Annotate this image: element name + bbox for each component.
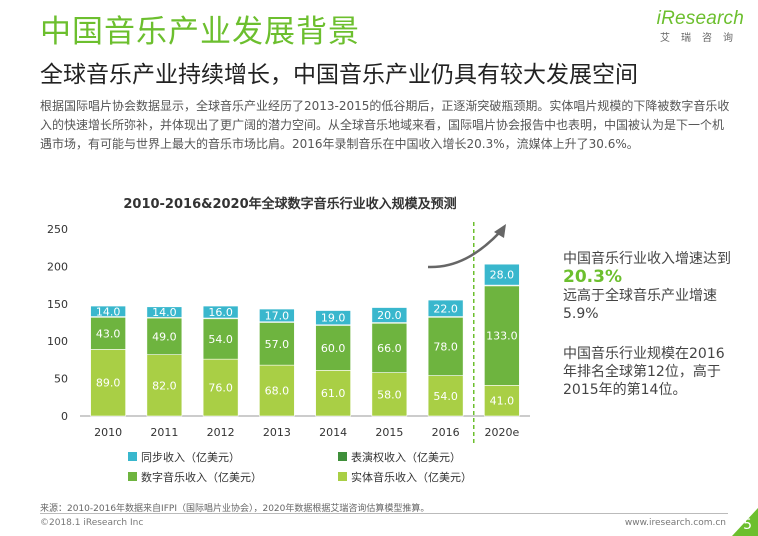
bar-data-label: 66.0 (377, 342, 402, 355)
x-tick-label: 2013 (263, 426, 291, 439)
bar-segment (427, 316, 464, 318)
bar-segment (202, 358, 239, 417)
bar-data-label: 76.0 (208, 382, 233, 395)
bar-data-label: 14.0 (96, 305, 121, 318)
bar-segment (427, 299, 464, 317)
x-tick-label: 2015 (375, 426, 403, 439)
bar-segment (146, 316, 183, 319)
bar-segment (484, 284, 520, 287)
bar-data-label: 58.0 (377, 388, 402, 401)
y-tick-label: 150 (47, 298, 68, 311)
bar-segment (90, 316, 126, 318)
bar-segment (484, 285, 520, 386)
bar-segment (202, 305, 239, 319)
bar-data-label: 133.0 (486, 330, 518, 343)
x-tick-label: 2016 (432, 426, 460, 439)
bar-data-label: 17.0 (265, 309, 290, 322)
bar-data-label: 82.0 (152, 379, 177, 392)
legend-swatch (338, 452, 347, 461)
bar-segment (146, 354, 183, 417)
y-tick-label: 50 (54, 373, 68, 386)
bar-segment (146, 317, 183, 355)
bar-segment (371, 307, 408, 323)
bar-segment (259, 364, 295, 417)
bar-data-label: 22.0 (433, 302, 458, 315)
growth-note-text: 中国音乐行业收入增速达到 (563, 251, 731, 267)
bar-segment (259, 322, 295, 366)
growth-note-comparison: 远高于全球音乐产业增速5.9% (563, 288, 717, 322)
page-corner-shape (732, 508, 758, 536)
bar-segment (315, 370, 351, 417)
logo-wordmark: iResearch (656, 8, 744, 29)
legend-swatch (128, 472, 137, 481)
growth-note: 中国音乐行业收入增速达到20.3% 远高于全球音乐产业增速5.9% (563, 250, 733, 323)
bar-segment (202, 318, 239, 360)
bar-data-label: 14.0 (152, 306, 177, 319)
legend-swatch (128, 452, 137, 461)
bar-segment (90, 305, 126, 317)
page-title: 中国音乐产业发展背景 (40, 14, 360, 50)
y-tick-label: 0 (61, 410, 68, 423)
legend-label: 数字音乐收入（亿美元） (141, 470, 262, 484)
footer-divider (40, 513, 728, 514)
bar-data-label: 61.0 (321, 387, 346, 400)
bar-data-label: 78.0 (433, 340, 458, 353)
growth-rate-highlight: 20.3% (563, 267, 622, 287)
bar-data-label: 60.0 (321, 342, 346, 355)
bar-segment (371, 322, 408, 324)
source-note: 来源：2010-2016年数据来自IFPI（国际唱片业协会），2020年数据根据… (40, 504, 430, 514)
bar-data-label: 89.0 (96, 377, 121, 390)
bar-segment (315, 310, 351, 326)
legend-label: 表演权收入（亿美元） (351, 450, 461, 464)
y-tick-label: 100 (47, 335, 68, 348)
bar-data-label: 54.0 (433, 390, 458, 403)
bar-data-label: 49.0 (152, 330, 177, 343)
legend-label: 实体音乐收入（亿美元） (351, 470, 472, 484)
chart-title: 2010-2016&2020年全球数字音乐行业收入规模及预测 (123, 197, 457, 212)
bar-data-label: 41.0 (490, 395, 515, 408)
bar-segment (259, 308, 295, 323)
bar-segment (427, 375, 464, 417)
bar-segment (371, 322, 408, 373)
bar-segment (259, 321, 295, 323)
bar-data-label: 19.0 (321, 312, 346, 325)
x-tick-label: 2011 (150, 426, 178, 439)
page-number: 5 (743, 517, 752, 533)
iresearch-logo: iResearch 艾瑞咨询 (657, 8, 744, 44)
rank-note: 中国音乐行业规模在2016年排名全球第12位，高于2015年的第14位。 (563, 346, 725, 398)
logo-subtext: 艾瑞咨询 (660, 33, 744, 44)
bar-segment (202, 317, 239, 320)
x-tick-label: 2014 (319, 426, 347, 439)
x-tick-label: 2012 (207, 426, 235, 439)
bar-segment (146, 306, 183, 318)
page-number-badge: 5 (732, 508, 758, 536)
bar-data-label: 20.0 (377, 309, 402, 322)
y-tick-label: 250 (47, 223, 68, 236)
bar-data-label: 28.0 (490, 269, 515, 282)
website-text: www.iresearch.com.cn (624, 518, 726, 528)
bar-segment (484, 263, 520, 286)
bar-segment (90, 316, 126, 350)
copyright-text: ©2018.1 iResearch Inc (40, 518, 144, 528)
bar-segment (427, 316, 464, 376)
y-tick-label: 200 (47, 260, 68, 273)
bar-data-label: 16.0 (208, 306, 233, 319)
x-tick-label: 2020e (484, 426, 519, 439)
bar-data-label: 68.0 (265, 385, 290, 398)
bar-data-label: 43.0 (96, 327, 121, 340)
bar-data-label: 57.0 (265, 338, 290, 351)
bar-segment (371, 372, 408, 417)
bar-segment (484, 385, 520, 417)
bar-segment (315, 324, 351, 326)
bar-data-label: 54.0 (208, 333, 233, 346)
page-subtitle: 全球音乐产业持续增长，中国音乐产业仍具有较大发展空间 (40, 62, 638, 88)
bar-segment (315, 325, 351, 371)
bar-segment (90, 349, 126, 417)
legend-swatch (338, 472, 347, 481)
intro-paragraph: 根据国际唱片协会数据显示，全球音乐产业经历了2013-2015的低谷期后，正逐渐… (40, 99, 730, 151)
legend-label: 同步收入（亿美元） (141, 450, 240, 464)
x-tick-label: 2010 (94, 426, 122, 439)
trend-arrow (427, 231, 501, 269)
trend-arrow-head (494, 224, 506, 238)
